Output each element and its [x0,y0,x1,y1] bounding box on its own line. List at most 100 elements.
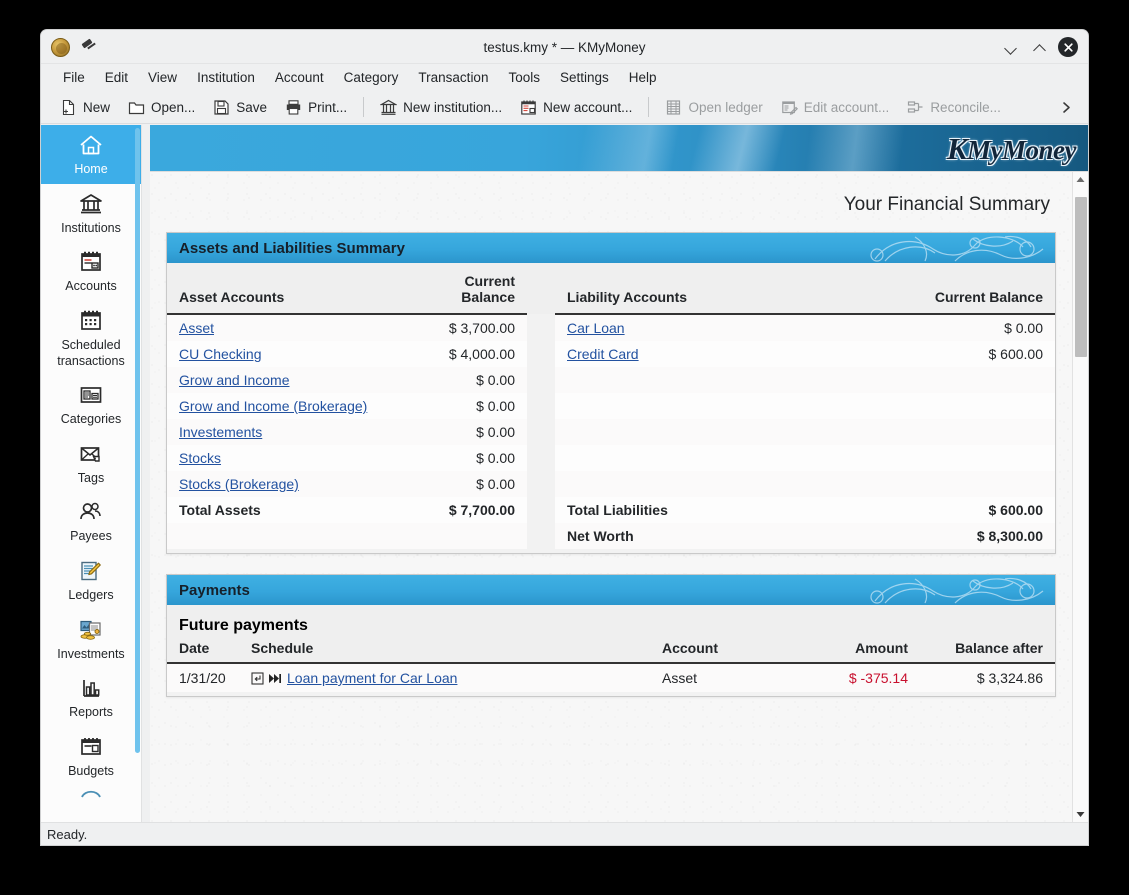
toolbar-edit-account-label: Edit account... [803,99,890,115]
flourish-ornament [870,235,1044,262]
page-scrollbar[interactable] [1072,172,1088,822]
sidebar-item-investments[interactable]: Investments [41,610,141,669]
coin-icon [51,37,70,57]
table-row: Grow and Income $ 0.00 [167,367,1055,393]
account-link-investements[interactable]: Investements [179,424,263,440]
menu-category[interactable]: Category [343,70,399,85]
header-liability-accounts: Liability Accounts [555,263,787,315]
scroll-up-button[interactable] [1073,172,1089,187]
menu-view[interactable]: View [148,70,178,85]
asset-balance: $ 0.00 [399,393,527,419]
assets-liabilities-report: Assets and Liabilities Summary [166,232,1056,554]
sidebar-item-tags[interactable]: Tags [41,434,141,493]
account-link-asset[interactable]: Asset [179,320,215,336]
scroll-down-button[interactable] [1073,807,1089,822]
account-link-grow-and-income-brokerage[interactable]: Grow and Income (Brokerage) [179,398,368,414]
net-worth-value: $ 8,300.00 [787,523,1055,549]
toolbar-new-account-button[interactable]: New account... [511,96,641,119]
toolbar-open-ledger-button[interactable]: Open ledger [656,96,771,119]
menu-file[interactable]: File [63,70,85,85]
investments-icon [78,617,104,643]
toolbar-new-institution-button[interactable]: New institution... [371,96,511,119]
toolbar-separator-1 [363,97,365,117]
skip-forward-icon[interactable] [268,672,282,685]
sidebar-scrollbar[interactable] [135,128,140,753]
row-gap [527,367,555,393]
schedule-link[interactable]: Loan payment for Car Loan [287,670,458,686]
title-bar-left-icons [51,30,96,64]
account-link-credit-card[interactable]: Credit Card [567,346,639,362]
toolbar-print-button[interactable]: Print... [276,96,356,119]
scrollbar-track[interactable] [1073,187,1089,807]
printer-icon [286,99,301,115]
sidebar-label-reports: Reports [69,705,113,720]
chevron-up-icon [1034,42,1045,53]
asset-cell: CU Checking [167,341,399,367]
account-link-stocks[interactable]: Stocks [179,450,222,466]
home-view: KMyMoney Your Financial Summary Assets a… [150,125,1088,822]
asset-balance: $ 4,000.00 [399,341,527,367]
sidebar-item-home[interactable]: Home [41,125,141,184]
menu-edit[interactable]: Edit [104,70,129,85]
sidebar-item-institutions[interactable]: Institutions [41,184,141,243]
header-schedule: Schedule [239,637,650,664]
payments-table: Date Schedule Account Amount Balance aft… [167,637,1055,692]
minimize-button[interactable] [1000,37,1020,57]
payments-body: Future payments Date Schedule Account Am… [167,605,1055,696]
sidebar-item-accounts[interactable]: Accounts [41,242,141,301]
asset-cell: Asset [167,314,399,341]
toolbar-reconcile-button[interactable]: Reconcile... [898,96,1010,119]
menu-transaction[interactable]: Transaction [418,70,489,85]
sidebar-label-home: Home [74,162,108,176]
sidebar-item-ledgers[interactable]: Ledgers [41,551,141,610]
sidebar-item-categories[interactable]: Categories [41,375,141,434]
scrollbar-thumb[interactable] [1074,197,1087,357]
table-row: Grow and Income (Brokerage) $ 0.00 [167,393,1055,419]
toolbar-overflow-button[interactable] [1055,91,1078,124]
menu-help[interactable]: Help [628,70,657,85]
toolbar-save-button[interactable]: Save [204,96,276,119]
menu-tools[interactable]: Tools [508,70,540,85]
row-gap [527,497,555,523]
sidebar-item-payees[interactable]: Payees [41,492,141,551]
account-link-cu-checking[interactable]: CU Checking [179,346,262,362]
header-asset-balance: Current Balance [399,263,527,315]
kmymoney-window: testus.kmy * — KMyMoney File Edit View I… [41,30,1088,845]
header-amount: Amount [800,637,920,664]
sidebar-item-scheduled-transactions[interactable]: Scheduled transactions [41,301,141,375]
toolbar-save-label: Save [236,99,268,115]
assets-liabilities-header: Assets and Liabilities Summary [167,233,1055,263]
account-link-stocks-brokerage[interactable]: Stocks (Brokerage) [179,476,299,492]
table-row: Stocks (Brokerage) $ 0.00 [167,471,1055,497]
header-asset-balance-text: Current Balance [461,273,515,305]
account-link-car-loan[interactable]: Car Loan [567,320,625,336]
menu-account[interactable]: Account [274,70,324,85]
menu-institution[interactable]: Institution [197,70,255,85]
home-page-content: Your Financial Summary Assets and Liabil… [150,172,1072,822]
enter-transaction-icon[interactable] [251,672,264,685]
close-button[interactable] [1058,37,1078,57]
sidebar-item-budgets[interactable]: Budgets [41,727,141,786]
sidebar-item-reports[interactable]: Reports [41,668,141,727]
total-liabilities-value: $ 600.00 [787,497,1055,523]
toolbar-open-button[interactable]: Open... [119,96,204,119]
empty-cell [167,523,399,549]
toolbar-reconcile-label: Reconcile... [930,99,1001,115]
account-link-grow-and-income[interactable]: Grow and Income [179,372,290,388]
window-title: testus.kmy * — KMyMoney [483,39,646,55]
maximize-button[interactable] [1029,37,1049,57]
toolbar-new-button[interactable]: New [51,96,119,119]
logo-k: K [946,131,968,166]
accounts-icon [78,249,104,275]
chevron-down-icon [1005,42,1016,53]
sidebar-item-partial[interactable] [41,786,141,810]
toolbar-edit-account-button[interactable]: Edit account... [772,96,899,119]
toolbar-print-label: Print... [308,99,348,115]
pin-icon[interactable] [80,39,96,55]
folder-open-icon [128,101,145,114]
payment-balance-after: $ 3,324.86 [920,663,1055,692]
sidebar-splitter[interactable] [142,125,150,822]
assets-liabilities-title: Assets and Liabilities Summary [179,239,405,257]
menu-settings[interactable]: Settings [559,70,609,85]
header-liability-balance-text: Current Balance [934,289,1043,305]
